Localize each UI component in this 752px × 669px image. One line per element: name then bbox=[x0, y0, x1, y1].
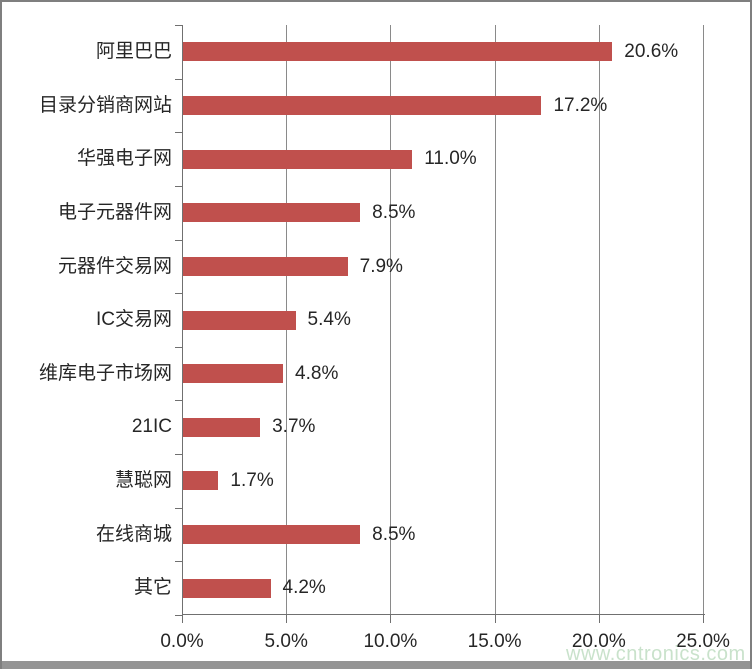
category-axis-tick bbox=[175, 185, 182, 187]
category-axis-tick bbox=[175, 454, 182, 456]
value-label: 4.8% bbox=[295, 362, 339, 384]
value-label: 3.7% bbox=[272, 416, 316, 438]
category-axis-tick bbox=[175, 239, 182, 241]
bar bbox=[183, 525, 361, 545]
bar bbox=[183, 471, 219, 491]
category-axis-tick bbox=[175, 507, 182, 509]
bar bbox=[183, 42, 613, 62]
bar bbox=[183, 578, 271, 598]
x-axis-tick-label: 10.0% bbox=[363, 631, 418, 652]
watermark-text: www.cntronics.com bbox=[566, 643, 746, 665]
value-label: 5.4% bbox=[307, 309, 351, 331]
category-axis-tick bbox=[175, 400, 182, 402]
category-label: 21IC bbox=[131, 416, 172, 438]
bar bbox=[183, 364, 284, 384]
x-axis-tick-label: 0.0% bbox=[160, 631, 204, 652]
x-axis-tick-label: 20.0% bbox=[571, 631, 626, 652]
value-label: 20.6% bbox=[624, 41, 679, 62]
gridline bbox=[390, 25, 392, 615]
category-axis-line bbox=[182, 25, 183, 615]
x-axis-tick bbox=[286, 615, 288, 623]
category-label: 其它 bbox=[133, 577, 172, 599]
x-axis-tick bbox=[703, 615, 704, 623]
value-axis-line bbox=[182, 614, 705, 615]
bar bbox=[183, 417, 261, 437]
bar bbox=[183, 203, 361, 223]
value-label: 11.0% bbox=[424, 148, 477, 170]
x-axis-tick bbox=[598, 615, 600, 623]
x-axis-tick bbox=[494, 615, 496, 623]
x-axis-tick-label: 15.0% bbox=[467, 631, 522, 652]
bottom-border-strip bbox=[2, 661, 750, 669]
bar bbox=[183, 256, 348, 276]
category-label: 阿里巴巴 bbox=[95, 41, 172, 62]
category-axis-tick bbox=[175, 293, 182, 295]
value-label: 17.2% bbox=[553, 94, 608, 116]
value-label: 7.9% bbox=[359, 255, 403, 277]
gridline bbox=[494, 25, 496, 615]
category-label: 维库电子市场网 bbox=[38, 362, 172, 384]
category-axis-tick bbox=[175, 561, 182, 563]
bar bbox=[183, 149, 413, 169]
category-axis-tick bbox=[175, 615, 182, 616]
plot-area: 阿里巴巴 20.6% 目录分销商网站 17.2% 华强电子网 11.0% 电子元器件网 8.5… bbox=[39, 25, 730, 652]
x-axis-tick bbox=[182, 615, 183, 623]
gridline bbox=[703, 25, 704, 615]
category-label: 慧聪网 bbox=[114, 470, 172, 492]
category-axis-tick bbox=[175, 78, 182, 80]
x-axis-tick-label: 25.0% bbox=[676, 631, 730, 652]
category-label: 在线商城 bbox=[95, 523, 172, 545]
category-axis-tick bbox=[175, 132, 182, 134]
category-label: 华强电子网 bbox=[76, 148, 172, 170]
category-label: IC交易网 bbox=[95, 309, 172, 331]
bar bbox=[183, 310, 296, 330]
category-axis-tick bbox=[175, 346, 182, 348]
bar bbox=[183, 95, 542, 115]
x-axis-tick-label: 5.0% bbox=[264, 631, 308, 652]
x-axis-tick bbox=[390, 615, 392, 623]
value-label: 4.2% bbox=[282, 577, 326, 599]
category-label: 元器件交易网 bbox=[57, 255, 172, 277]
category-axis-tick bbox=[175, 25, 182, 26]
value-label: 1.7% bbox=[230, 470, 274, 492]
gridline bbox=[598, 25, 600, 615]
value-label: 8.5% bbox=[372, 523, 416, 545]
category-label: 目录分销商网站 bbox=[38, 94, 172, 116]
category-label: 电子元器件网 bbox=[57, 201, 172, 223]
value-label: 8.5% bbox=[372, 201, 416, 223]
